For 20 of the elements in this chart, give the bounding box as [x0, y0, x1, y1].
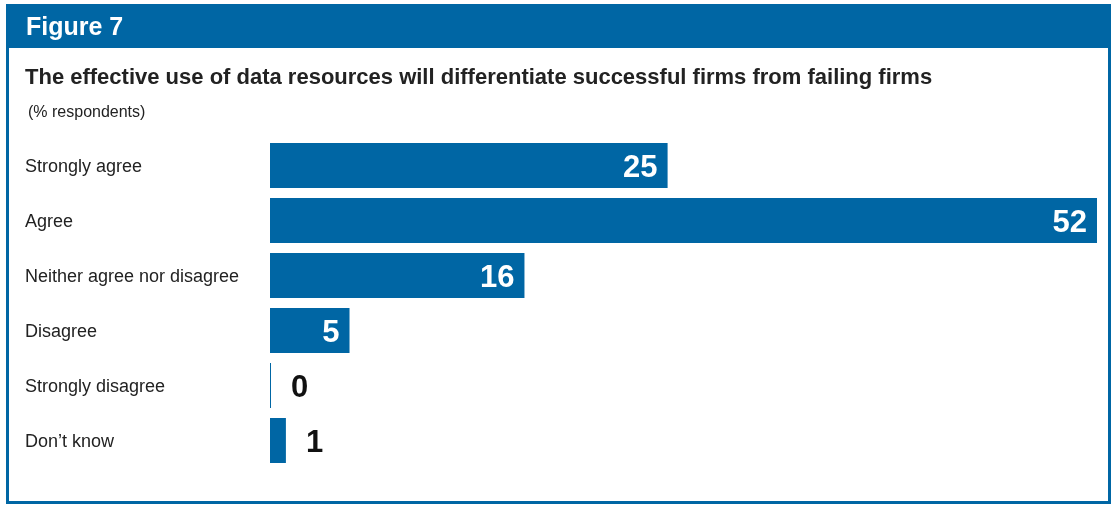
- data-label: 0: [291, 368, 309, 404]
- data-label: 5: [322, 313, 340, 349]
- data-label: 52: [1052, 203, 1087, 239]
- bar: [270, 253, 525, 298]
- y-tick-label: Strongly disagree: [25, 375, 166, 396]
- y-tick-label: Neither agree nor disagree: [25, 265, 240, 286]
- bar: [270, 143, 668, 188]
- text: (% respondents): [28, 103, 146, 121]
- y-tick-label: Don’t know: [25, 430, 116, 451]
- y-tick-label: Agree: [25, 210, 74, 231]
- data-label: 1: [305, 423, 324, 459]
- chart-title: The effective use of data resources will differentiate successful firms from failing firms: [25, 64, 933, 90]
- y-tick-label: Strongly agree: [25, 155, 143, 176]
- bar: [270, 418, 286, 463]
- data-label: 16: [479, 258, 515, 294]
- data-label: 25: [623, 148, 658, 184]
- bar: [270, 308, 350, 353]
- caption: Figure 7: [26, 12, 124, 40]
- y-tick-label: Disagree: [25, 320, 98, 341]
- bar: [270, 198, 1097, 243]
